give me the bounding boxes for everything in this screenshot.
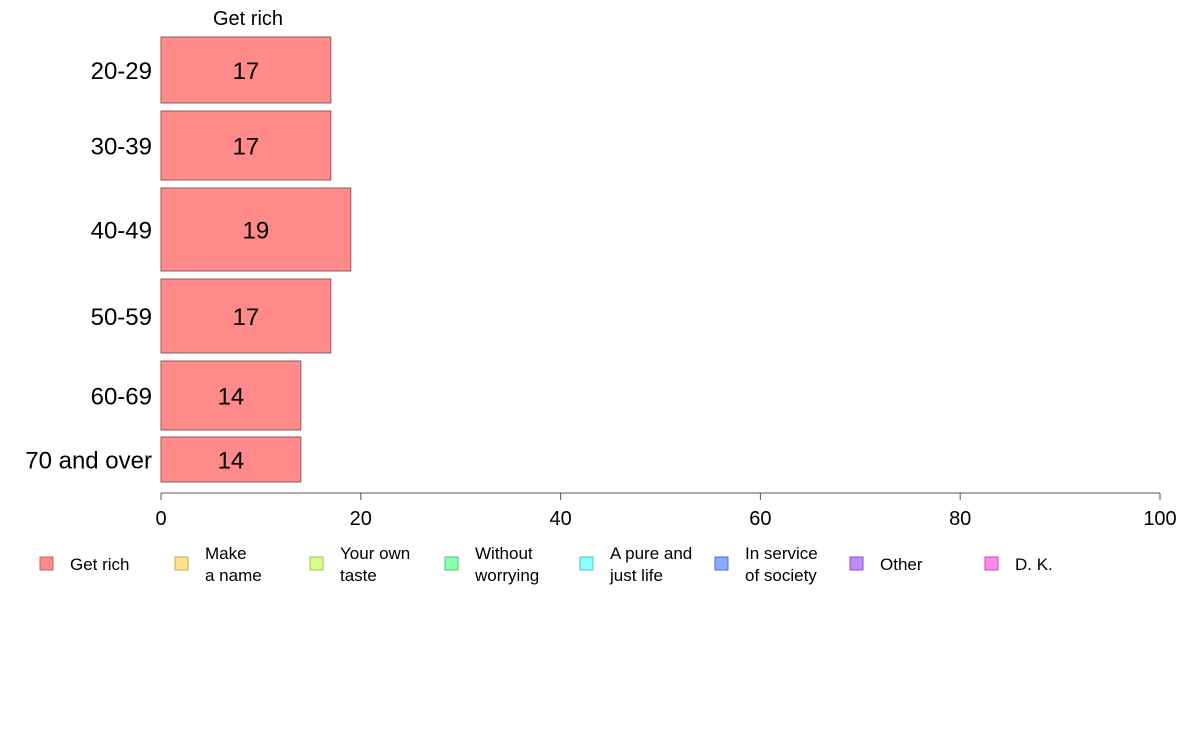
value-label: 17 [233,304,260,331]
category-label: 20-29 [91,58,152,85]
bar-5 [160,436,302,483]
category-label: 70 and over [25,448,152,475]
legend-label: Get rich [70,555,130,574]
bar-2 [160,187,352,272]
legend-label: In service [745,544,818,563]
legend: Get rich Make a name Your own taste Without wo… [39,544,1053,585]
value-label: 17 [233,58,260,85]
legend-label: Your own [340,544,410,563]
category-label: 30-39 [91,134,152,161]
legend-swatch [984,556,999,571]
bar-0 [160,36,332,104]
legend-swatch [444,556,459,571]
category-label: 50-59 [91,304,152,331]
legend-label: worrying [474,566,539,585]
bar-4 [160,360,302,431]
x-tick-label: 60 [749,508,771,530]
x-tick-label: 20 [350,508,372,530]
chart-title: Get rich [213,8,283,30]
legend-label: Make [205,544,247,563]
category-label: 60-69 [91,384,152,411]
legend-label: just life [609,566,663,585]
legend-swatch [579,556,594,571]
category-label: 40-49 [91,218,152,245]
legend-label: a name [205,566,262,585]
legend-label: Other [880,555,923,574]
legend-label: Without [475,544,533,563]
value-label: 19 [243,218,270,245]
value-label: 17 [233,134,260,161]
x-axis: 0 20 40 60 80 100 [155,492,1177,530]
value-label: 14 [218,384,245,411]
bar-1 [160,110,332,181]
bar-3 [160,278,332,354]
legend-swatch [714,556,729,571]
bars-group: 20-29 17 30-39 17 40-49 19 50-59 17 60-69 14 70 an… [25,36,352,483]
legend-label: A pure and [610,544,692,563]
legend-swatch [39,556,54,571]
x-tick-label: 40 [549,508,571,530]
legend-swatch [174,556,189,571]
legend-swatch [849,556,864,571]
legend-label: D. K. [1015,555,1053,574]
value-label: 14 [218,448,245,475]
x-tick-label: 100 [1143,508,1176,530]
legend-label: taste [340,566,377,585]
x-tick-label: 0 [155,508,166,530]
x-tick-label: 80 [949,508,971,530]
legend-label: of society [745,566,817,585]
legend-swatch [309,556,324,571]
